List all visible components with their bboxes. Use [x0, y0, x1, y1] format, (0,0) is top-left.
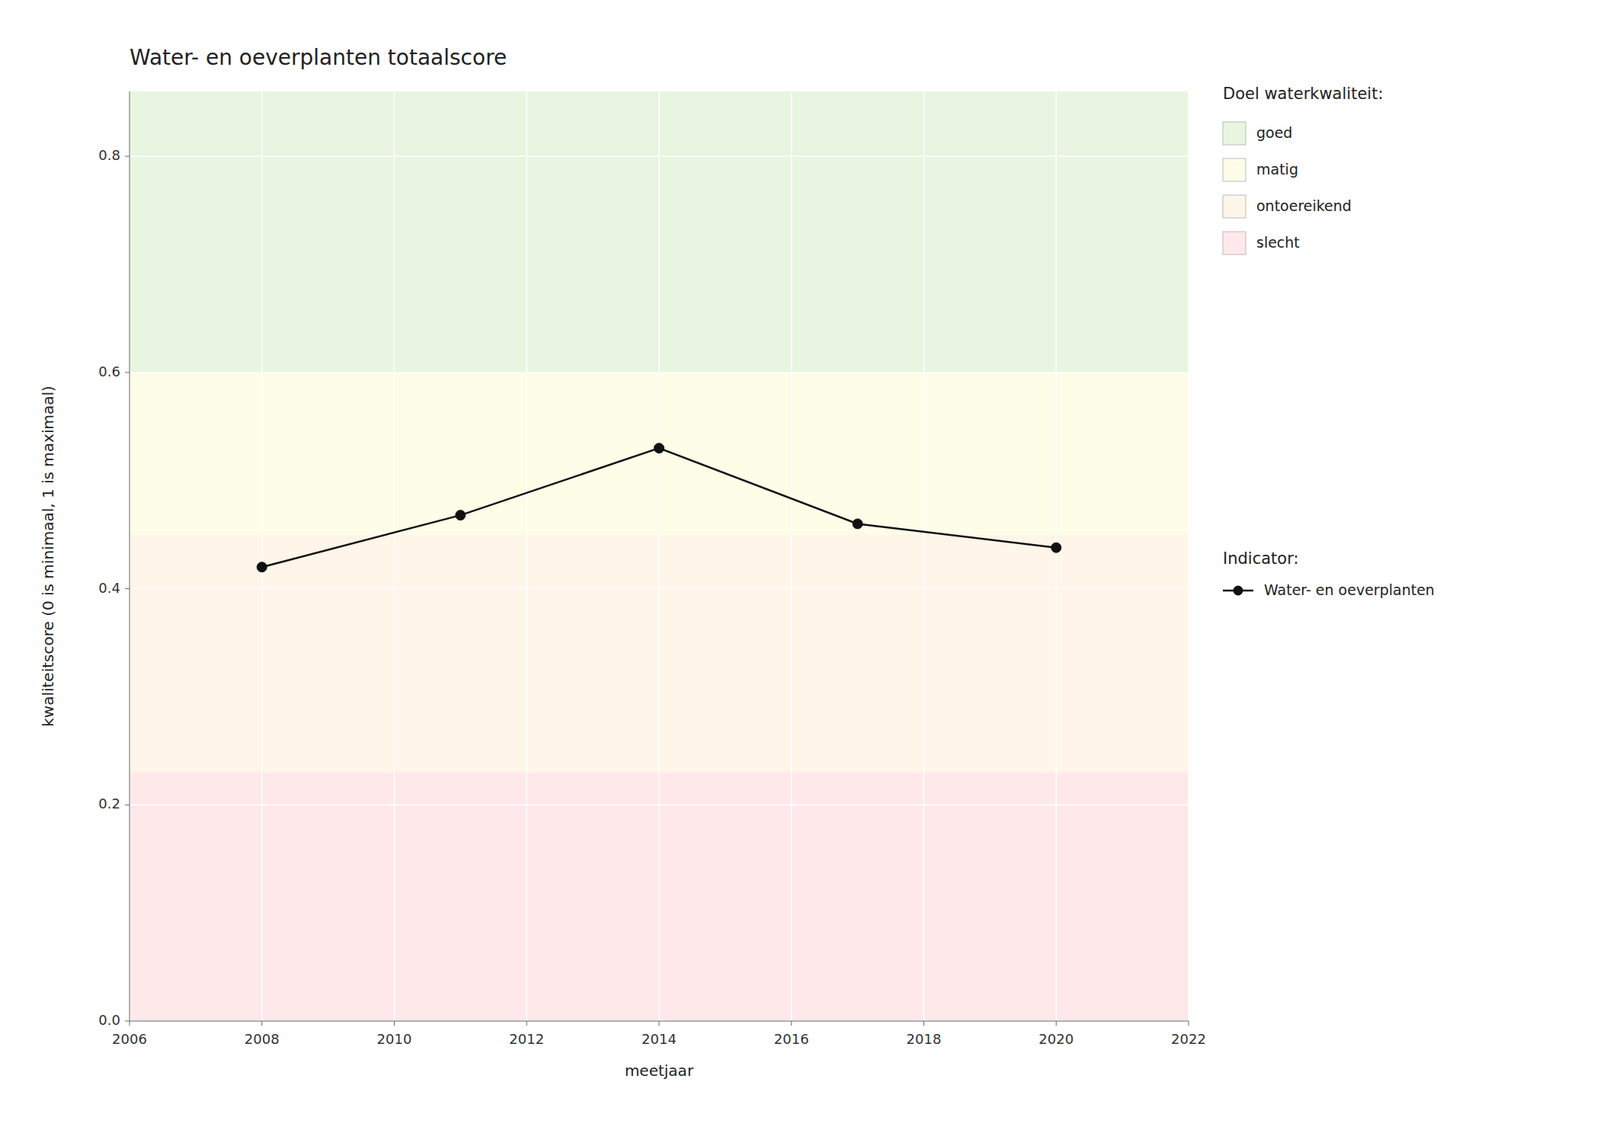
legend-entry: ontoereikend	[1256, 197, 1352, 215]
x-tick	[659, 1020, 660, 1026]
series-point	[852, 518, 863, 529]
title: Water- en oeverplanten totaalscore	[129, 44, 507, 71]
x-tick	[526, 1020, 528, 1026]
grid-line-x	[526, 91, 528, 1021]
legend: Doel waterkwaliteit: goed matig ontoereiken…	[1222, 84, 1435, 599]
legend-entry: matig	[1256, 160, 1299, 178]
x-tick-label: 2020	[1038, 1030, 1074, 1047]
y-tick	[124, 804, 130, 806]
legend-entry: Water- en oeverplanten	[1264, 581, 1435, 599]
y-tick-label: 0.0	[98, 1011, 121, 1028]
grid-line-x	[923, 91, 925, 1021]
series-point	[455, 510, 466, 521]
grid-line-x	[261, 91, 263, 1021]
series-point	[256, 562, 267, 573]
y-axis-line	[129, 91, 131, 1021]
grid	[129, 91, 1189, 1021]
x-tick-label: 2008	[244, 1030, 280, 1047]
series-line	[262, 448, 1057, 567]
x-tick	[923, 1020, 925, 1026]
grid-line-x	[393, 91, 396, 1021]
series-point	[654, 443, 665, 454]
x-tick-label: 2010	[377, 1030, 413, 1047]
x-tick-label: 2022	[1171, 1030, 1207, 1047]
x-tick-label: 2006	[112, 1030, 148, 1047]
grid-line-x	[790, 91, 793, 1021]
grid-line-x	[128, 91, 131, 1021]
y-tick	[124, 1020, 130, 1022]
y-tick-label: 0.8	[98, 147, 121, 164]
legend-title: Doel waterkwaliteit:	[1222, 84, 1383, 103]
legend-swatch	[1222, 231, 1246, 255]
x-axis-label: meetjaar	[624, 1061, 695, 1080]
series-point	[1051, 542, 1062, 553]
chart: 0.0 0.2 0.4 0.6 0.8 2006 2008 2010 2012 2014 2016 2…	[0, 0, 1600, 1143]
grid-line-x	[658, 91, 660, 1021]
x-tick	[393, 1020, 395, 1026]
data	[256, 443, 1062, 573]
bands	[129, 91, 1189, 1021]
grid-line-x	[1187, 91, 1190, 1021]
y-tick	[124, 371, 130, 373]
y-tick	[124, 156, 130, 157]
y-tick-label: 0.4	[98, 579, 121, 596]
y-axis-label: kwaliteitscore (0 is minimaal, 1 is maxi…	[38, 385, 58, 727]
x-tick	[790, 1020, 792, 1026]
x-tick	[1056, 1020, 1057, 1026]
legend-marker	[1233, 585, 1244, 596]
y-tick-label: 0.2	[98, 795, 121, 812]
legend-swatch	[1222, 158, 1246, 182]
ticks: 0.0 0.2 0.4 0.6 0.8 2006 2008 2010 2012 2014 2016 2…	[98, 147, 1207, 1047]
x-tick-label: 2016	[774, 1030, 810, 1047]
legend-entry: slecht	[1256, 233, 1300, 251]
legend-swatch	[1222, 121, 1246, 145]
legend-entry: goed	[1256, 124, 1293, 141]
x-tick	[261, 1020, 263, 1026]
x-tick-label: 2012	[508, 1030, 544, 1047]
y-tick	[124, 588, 130, 589]
grid-line-x	[1056, 91, 1058, 1021]
legend-title: Indicator:	[1222, 549, 1300, 568]
x-tick-label: 2018	[906, 1030, 942, 1047]
y-tick-label: 0.6	[98, 363, 121, 380]
x-tick	[1188, 1020, 1190, 1026]
legend-swatch	[1222, 195, 1246, 218]
x-tick-label: 2014	[641, 1030, 677, 1047]
x-tick	[129, 1020, 131, 1026]
